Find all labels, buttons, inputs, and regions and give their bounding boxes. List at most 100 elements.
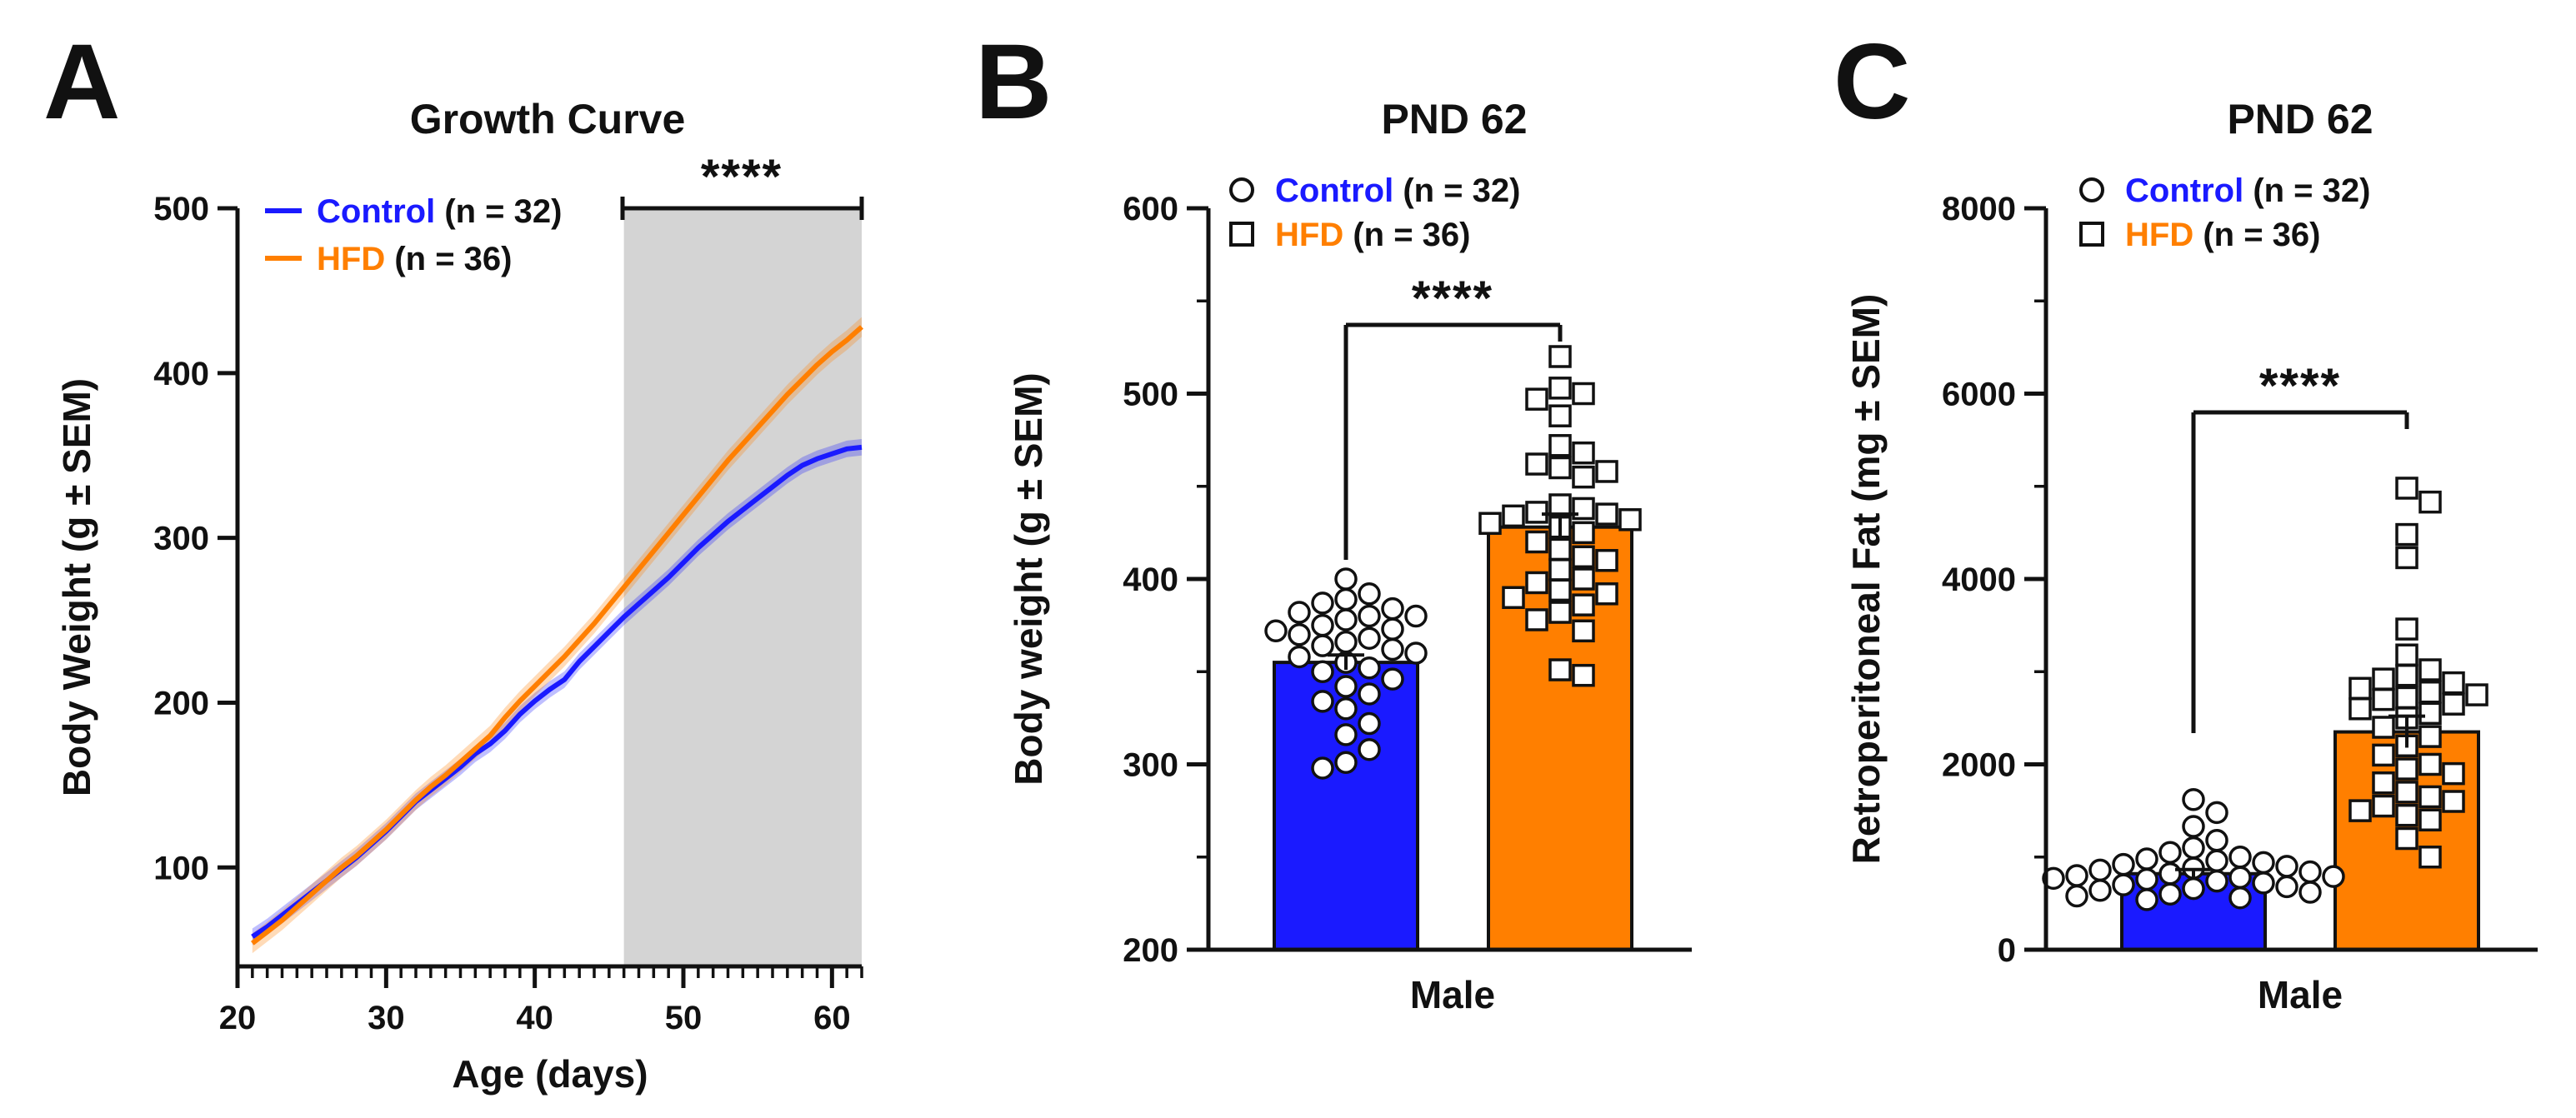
y-tick-label: 400: [1123, 561, 1178, 598]
legend-b-hfd-entry: HFD (n = 36): [1275, 217, 1471, 253]
data-point-control: [2252, 851, 2275, 875]
series-control-sem-band: [252, 438, 862, 946]
data-point-hfd: [1595, 460, 1618, 483]
data-point-hfd: [2372, 687, 2395, 711]
data-point-hfd: [2442, 692, 2465, 716]
data-point-hfd: [2395, 686, 2418, 710]
data-point-hfd: [1572, 521, 1595, 545]
data-point-control: [2275, 875, 2298, 899]
legend-c-hfd-n: (n = 36): [2203, 217, 2320, 253]
legend-hfd-entry: HFD (n = 36): [317, 241, 513, 277]
legend-b-control-marker: [1229, 177, 1254, 202]
legend-hfd-n: (n = 36): [394, 241, 512, 277]
legend-c-control-entry: Control (n = 32): [2125, 172, 2370, 209]
data-point-hfd: [2395, 826, 2418, 851]
data-point-control: [1334, 723, 1358, 746]
data-point-control: [2158, 862, 2182, 886]
data-point-control: [2322, 865, 2345, 888]
data-point-control: [2205, 801, 2228, 825]
data-point-control: [1288, 645, 1311, 669]
data-point-control: [2298, 881, 2322, 904]
legend-b-control-n: (n = 32): [1403, 172, 1520, 209]
data-point-control: [1358, 711, 1381, 736]
data-point-control: [2205, 849, 2228, 872]
data-point-hfd: [2395, 757, 2418, 781]
x-tick-label: 30: [368, 1000, 405, 1036]
data-point-hfd: [1572, 382, 1595, 406]
data-point-control: [1381, 596, 1404, 621]
data-point-hfd: [1525, 387, 1548, 411]
y-tick-label: 100: [153, 850, 209, 886]
data-point-control: [2088, 879, 2112, 902]
data-point-hfd: [1618, 508, 1642, 532]
data-point-hfd: [1525, 571, 1548, 595]
data-point-control: [1358, 626, 1381, 650]
data-point-control: [2182, 815, 2205, 838]
data-point-control: [2182, 788, 2205, 811]
panel-c-letter: C: [1833, 22, 1910, 142]
panel-c-x-label: Male: [2258, 973, 2343, 1016]
data-point-control: [2158, 841, 2182, 864]
panel-b-significance: ****: [1412, 272, 1493, 326]
legend-c-control-n: (n = 32): [2253, 172, 2370, 209]
legend-hfd-label: HFD: [317, 241, 385, 277]
data-point-control: [2275, 855, 2298, 878]
y-tick-label: 500: [1123, 377, 1178, 413]
panel-a-letter: A: [43, 22, 120, 142]
data-point-hfd: [2372, 771, 2395, 795]
data-point-hfd: [1572, 593, 1595, 616]
data-point-hfd: [1572, 465, 1595, 489]
data-point-hfd: [1572, 567, 1595, 591]
data-point-control: [2135, 867, 2158, 891]
data-point-hfd: [2418, 658, 2442, 681]
data-point-hfd: [1572, 545, 1595, 569]
data-point-hfd: [1502, 586, 1525, 609]
legend-b-hfd-n: (n = 36): [1353, 217, 1470, 253]
data-point-hfd: [2372, 794, 2395, 818]
data-point-control: [1311, 591, 1334, 615]
data-point-control: [1358, 737, 1381, 761]
data-point-hfd: [2418, 808, 2442, 831]
data-point-hfd: [1525, 608, 1548, 631]
data-point-control: [2135, 888, 2158, 911]
legend-b-hfd-label: HFD: [1275, 217, 1343, 253]
panel-a-y-label: Body Weight (g ± SEM): [55, 378, 98, 796]
data-point-hfd: [2418, 725, 2442, 748]
data-point-control: [1381, 617, 1404, 641]
data-point-control: [1334, 567, 1358, 591]
data-point-control: [1334, 697, 1358, 721]
data-point-control: [1311, 756, 1334, 780]
panel-a-significance-region: [623, 208, 862, 966]
data-point-hfd: [1572, 619, 1595, 643]
data-point-control: [1358, 682, 1381, 706]
legend-c-hfd-marker: [2079, 222, 2104, 247]
data-point-hfd: [1572, 441, 1595, 465]
legend-c-hfd-label: HFD: [2125, 217, 2193, 253]
data-point-control: [2065, 884, 2088, 908]
panel-c: C PND 62 0 2000 4000 6000 8000 **** Control …: [1833, 22, 2538, 1016]
data-point-hfd: [2372, 743, 2395, 767]
y-tick-label: 6000: [1942, 377, 2016, 413]
data-point-control: [1404, 641, 1428, 665]
data-point-hfd: [2395, 522, 2418, 547]
data-point-hfd: [1595, 582, 1618, 606]
data-point-control: [1311, 690, 1334, 713]
data-point-control: [2182, 876, 2205, 901]
y-tick-label: 0: [1998, 932, 2016, 969]
data-point-control: [1381, 637, 1404, 661]
panel-c-significance: ****: [2259, 359, 2341, 413]
data-point-hfd: [2372, 716, 2395, 739]
data-point-control: [1288, 601, 1311, 624]
data-point-control: [1334, 675, 1358, 698]
data-point-control: [2042, 866, 2065, 891]
data-point-hfd: [2418, 490, 2442, 514]
data-point-hfd: [1525, 501, 1548, 524]
data-point-control: [2065, 864, 2088, 887]
data-point-control: [1404, 604, 1428, 628]
data-point-control: [1334, 587, 1358, 611]
data-point-control: [1358, 604, 1381, 628]
data-point-hfd: [2442, 761, 2465, 786]
data-point-hfd: [2395, 803, 2418, 827]
data-point-control: [1311, 660, 1334, 683]
y-tick-label: 600: [1123, 191, 1178, 227]
